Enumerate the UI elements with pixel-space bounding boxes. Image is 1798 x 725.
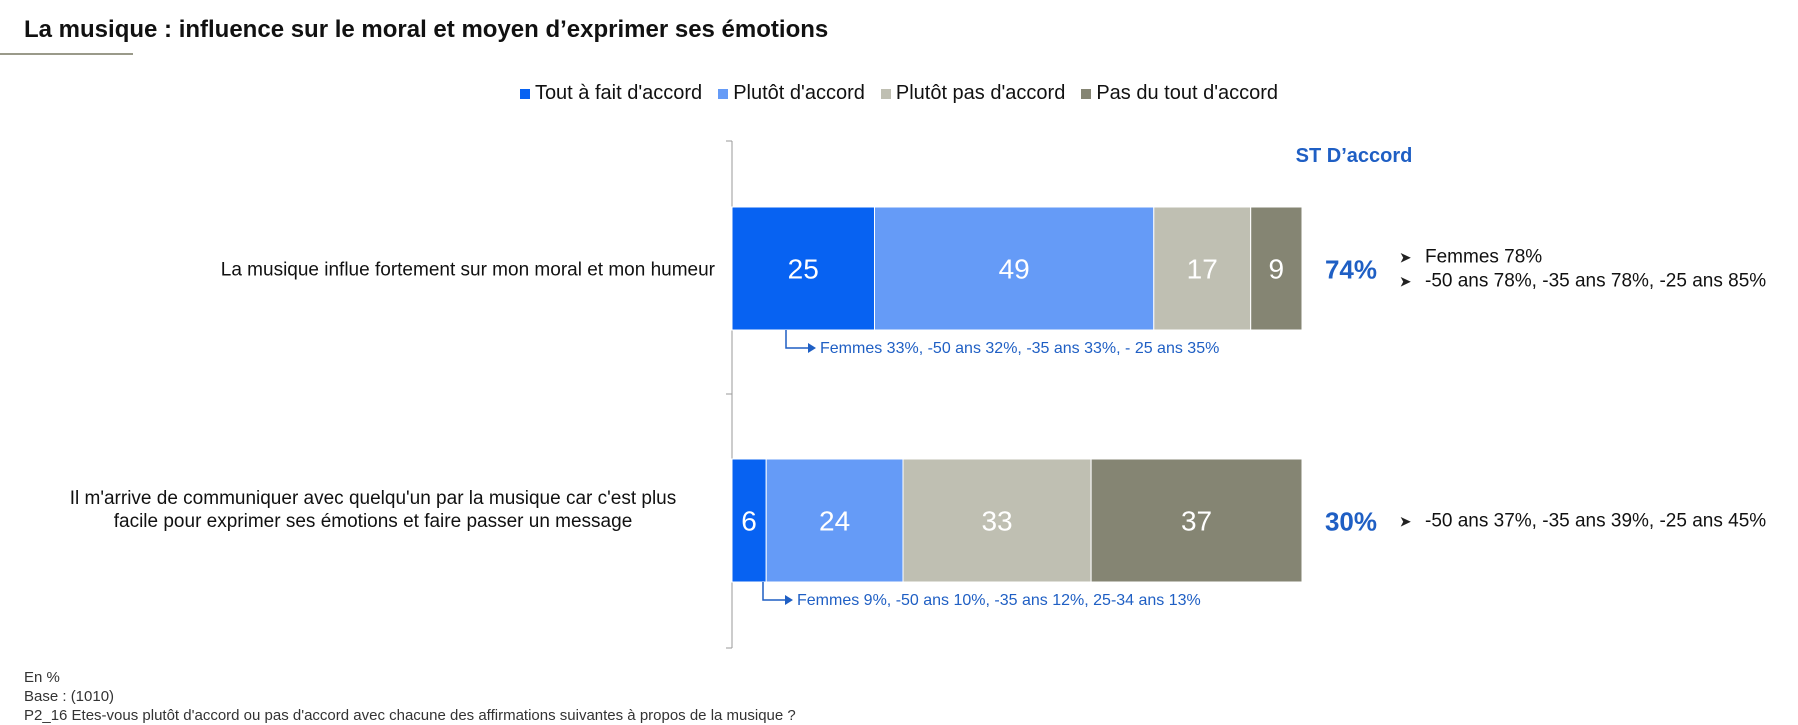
legend-swatch-pas-du-tout (1081, 88, 1092, 99)
bar-note-connector-0 (785, 330, 808, 349)
bar-note-arrowhead-1 (785, 595, 793, 605)
bar-note-0: Femmes 33%, -50 ans 32%, -35 ans 33%, - … (820, 340, 1219, 357)
footer-base: Base : (1010) (24, 688, 115, 705)
st-value-1: 30% (1325, 507, 1377, 537)
legend-label-plutot-pas: Plutôt pas d'accord (895, 82, 1066, 104)
legend: Tout à fait d'accord Plutôt d'accord Plu… (0, 82, 1798, 105)
st-value-0: 74% (1325, 255, 1377, 285)
bar-segment-0-2 (1153, 206, 1252, 331)
bar-segment-1-0 (731, 458, 767, 583)
bar-segment-0-3 (1250, 206, 1303, 331)
legend-swatch-plutot (718, 88, 729, 99)
legend-label-pas-du-tout: Pas du tout d'accord (1096, 82, 1279, 104)
data-label-0-1: 49 (999, 254, 1030, 285)
legend-item-pas-du-tout: Pas du tout d'accord (1081, 82, 1278, 105)
legend-label-plutot: Plutôt d'accord (733, 82, 865, 104)
data-label-0-0: 25 (788, 254, 819, 285)
st-note-bullet-0-1: ➤ (1399, 274, 1412, 291)
data-label-1-2: 33 (981, 506, 1012, 537)
bar-segment-0-1 (874, 206, 1155, 331)
footer-unit: En % (24, 669, 60, 686)
legend-swatch-plutot-pas (880, 88, 891, 99)
category-label-1-line-1: facile pour exprimer ses émotions et fai… (114, 511, 633, 532)
data-label-1-0: 6 (741, 506, 757, 537)
data-label-1-1: 24 (819, 506, 850, 537)
st-header: ST D’accord (1296, 145, 1413, 167)
footer-question: P2_16 Etes-vous plutôt d'accord ou pas d… (24, 707, 796, 724)
bar-note-arrowhead-0 (808, 343, 816, 353)
bar-segment-0-0 (731, 206, 875, 331)
data-label-0-2: 17 (1187, 254, 1218, 285)
footer: En % Base : (1010) P2_16 Etes-vous plutô… (24, 668, 796, 725)
legend-item-plutot-pas: Plutôt pas d'accord (880, 82, 1066, 105)
st-note-1-0: -50 ans 37%, -35 ans 39%, -25 ans 45% (1425, 511, 1766, 532)
st-note-0-1: -50 ans 78%, -35 ans 78%, -25 ans 85% (1425, 271, 1766, 292)
legend-label-tout-a-fait: Tout à fait d'accord (534, 82, 703, 104)
data-label-1-3: 37 (1181, 506, 1212, 537)
bar-note-connector-1 (762, 582, 785, 601)
title-underline (0, 53, 133, 55)
legend-swatch-tout-a-fait (519, 88, 530, 99)
chart-title: La musique : influence sur le moral et m… (24, 16, 829, 43)
legend-item-plutot: Plutôt d'accord (718, 82, 865, 105)
bar-segment-1-1 (765, 458, 904, 583)
st-note-bullet-1-0: ➤ (1399, 514, 1412, 531)
category-label-1-line-0: Il m'arrive de communiquer avec quelqu'u… (70, 488, 677, 509)
data-label-0-3: 9 (1269, 254, 1285, 285)
category-label-0-line-0: La musique influe fortement sur mon mora… (221, 260, 716, 281)
st-note-0-0: Femmes 78% (1425, 247, 1542, 268)
bar-segment-1-3 (1090, 458, 1303, 583)
st-note-bullet-0-0: ➤ (1399, 250, 1412, 267)
legend-item-tout-a-fait: Tout à fait d'accord (519, 82, 703, 105)
bar-note-1: Femmes 9%, -50 ans 10%, -35 ans 12%, 25-… (797, 592, 1201, 609)
